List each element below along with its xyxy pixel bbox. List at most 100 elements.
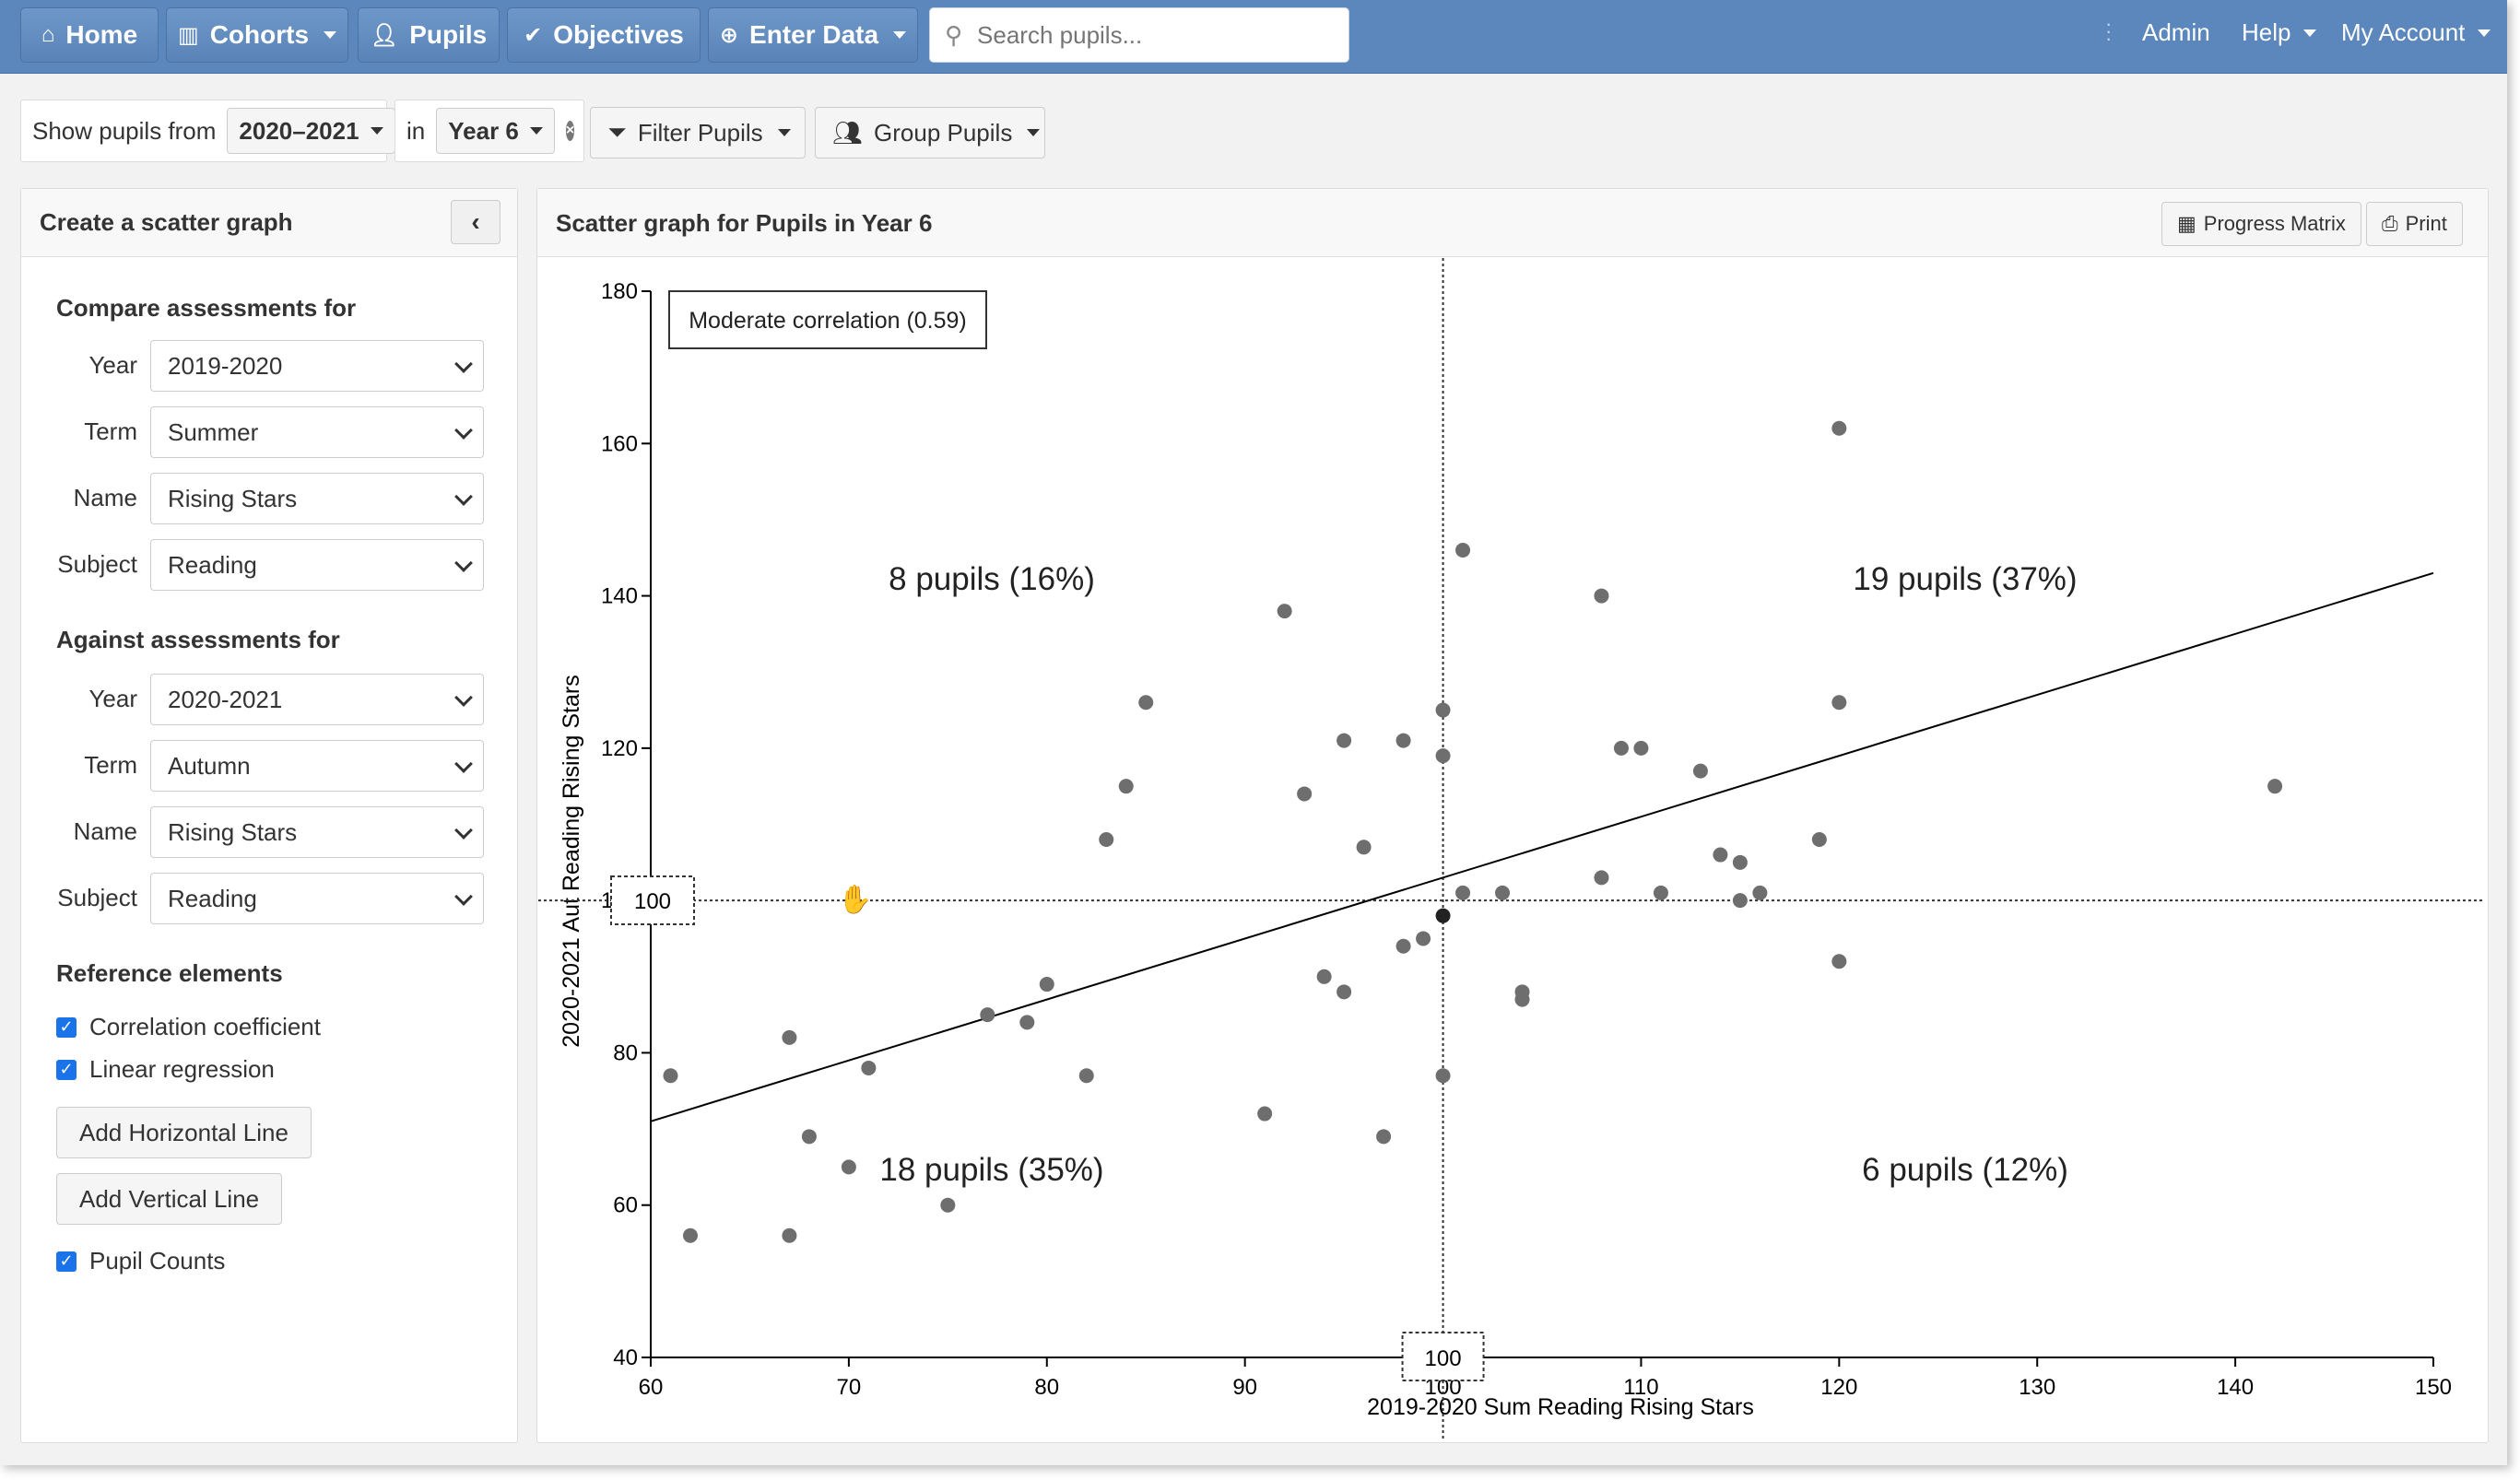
data-point[interactable] <box>1257 1106 1273 1122</box>
y-tick-label: 40 <box>613 1345 638 1370</box>
data-point[interactable] <box>1831 420 1847 436</box>
scatter-chart[interactable]: 6070809010011012013014015040608010012014… <box>536 188 2489 1443</box>
group-pupils-button[interactable]: 👥︎ Group Pupils <box>815 107 1045 159</box>
highlighted-data-point[interactable] <box>1435 908 1451 923</box>
data-point[interactable] <box>1376 1129 1392 1145</box>
print-button[interactable]: ⎙ Print <box>2366 202 2463 246</box>
against-term-value: Autumn <box>168 751 251 780</box>
data-point[interactable] <box>1594 588 1609 604</box>
data-point[interactable] <box>1594 870 1609 886</box>
pupils-button[interactable]: 👤︎ Pupils <box>358 7 500 63</box>
y-reference-label: 100 <box>634 889 671 914</box>
search-box[interactable]: ⚲ <box>929 7 1349 63</box>
data-point[interactable] <box>1277 604 1292 619</box>
data-point[interactable] <box>682 1227 698 1243</box>
correlation-checkbox[interactable]: ✓ <box>56 1016 77 1038</box>
data-point[interactable] <box>1395 938 1411 954</box>
data-point[interactable] <box>782 1227 797 1243</box>
data-point[interactable] <box>1356 840 1372 855</box>
pupil-counts-checkbox[interactable]: ✓ <box>56 1251 77 1272</box>
regression-toggle[interactable]: ✓ Linear regression <box>56 1055 275 1084</box>
data-point[interactable] <box>782 1029 797 1045</box>
data-point[interactable] <box>1713 847 1728 863</box>
data-point[interactable] <box>1118 779 1134 794</box>
compare-name-select[interactable]: Rising Stars <box>150 473 484 524</box>
data-point[interactable] <box>1416 931 1431 946</box>
x-tick-label: 110 <box>1623 1375 1658 1400</box>
data-point[interactable] <box>1633 740 1649 756</box>
enter-data-menu-button[interactable]: ⊕ Enter Data <box>708 7 918 63</box>
add-horizontal-line-button[interactable]: Add Horizontal Line <box>56 1107 312 1158</box>
cohorts-label: Cohorts <box>209 20 310 49</box>
compare-term-select[interactable]: Summer <box>150 406 484 458</box>
data-point[interactable] <box>1811 832 1827 848</box>
data-point[interactable] <box>663 1068 678 1084</box>
data-point[interactable] <box>1019 1015 1035 1030</box>
data-point[interactable] <box>1337 984 1352 1000</box>
regression-checkbox[interactable]: ✓ <box>56 1059 77 1080</box>
y-reference-label-box[interactable] <box>610 875 695 925</box>
chevron-down-icon <box>777 129 791 136</box>
clear-icon[interactable]: × <box>565 121 575 141</box>
progress-matrix-button[interactable]: ▦ Progress Matrix <box>2161 202 2361 246</box>
data-point[interactable] <box>2267 779 2283 794</box>
chevron-down-icon <box>2303 29 2317 37</box>
data-point[interactable] <box>841 1159 856 1175</box>
data-point[interactable] <box>1613 740 1629 756</box>
data-point[interactable] <box>1337 733 1352 748</box>
home-button[interactable]: ⌂ Home <box>20 7 159 63</box>
objectives-button[interactable]: ✔ Objectives <box>507 7 701 63</box>
data-point[interactable] <box>1732 854 1748 870</box>
data-point[interactable] <box>1455 542 1471 558</box>
data-point[interactable] <box>1831 695 1847 711</box>
data-point[interactable] <box>980 1007 995 1023</box>
compare-year-select[interactable]: 2019-2020 <box>150 340 484 392</box>
compare-subject-select[interactable]: Reading <box>150 539 484 591</box>
x-reference-label-box[interactable] <box>1401 1332 1485 1381</box>
data-point[interactable] <box>1138 695 1154 711</box>
data-point[interactable] <box>1316 969 1332 984</box>
data-point[interactable] <box>801 1129 817 1145</box>
my-account-menu[interactable]: My Account <box>2341 18 2491 47</box>
quadrant-count-bottom-right: 6 pupils (12%) <box>1862 1152 2068 1188</box>
data-point[interactable] <box>1099 832 1114 848</box>
data-point[interactable] <box>1297 786 1313 802</box>
data-point[interactable] <box>1831 954 1847 969</box>
collapse-panel-button[interactable]: ‹ <box>451 200 500 244</box>
data-point[interactable] <box>1732 893 1748 909</box>
chevron-left-icon: ‹ <box>471 207 480 236</box>
data-point[interactable] <box>1495 885 1511 900</box>
against-subject-select[interactable]: Reading <box>150 873 484 924</box>
correlation-toggle[interactable]: ✓ Correlation coefficient <box>56 1013 321 1041</box>
help-menu[interactable]: Help <box>2242 18 2317 47</box>
group-select[interactable]: Year 6 <box>436 108 555 154</box>
filter-pupils-button[interactable]: ⏷ Filter Pupils <box>590 107 806 159</box>
data-point[interactable] <box>1395 733 1411 748</box>
cohorts-menu-button[interactable]: ▥ Cohorts <box>166 7 348 63</box>
add-vertical-line-button[interactable]: Add Vertical Line <box>56 1173 283 1225</box>
data-point[interactable] <box>1455 885 1471 900</box>
search-input[interactable] <box>975 19 1326 51</box>
y-tick-label: 180 <box>601 279 638 304</box>
year-select[interactable]: 2020–2021 <box>227 108 395 154</box>
data-point[interactable] <box>1435 702 1451 718</box>
data-point[interactable] <box>1039 977 1054 993</box>
group-filter-card: in Year 6 × <box>394 100 584 162</box>
data-point[interactable] <box>1514 992 1530 1007</box>
against-year-select[interactable]: 2020-2021 <box>150 674 484 725</box>
data-point[interactable] <box>1078 1068 1094 1084</box>
pupil-counts-toggle[interactable]: ✓ Pupil Counts <box>56 1247 225 1275</box>
against-name-select[interactable]: Rising Stars <box>150 806 484 858</box>
data-point[interactable] <box>1752 885 1768 900</box>
admin-link[interactable]: Admin <box>2142 18 2210 47</box>
scatter-settings-panel: Create a scatter graph ‹ Compare assessm… <box>20 188 518 1443</box>
data-point[interactable] <box>1692 763 1708 779</box>
data-point[interactable] <box>940 1197 956 1213</box>
data-point[interactable] <box>1653 885 1668 900</box>
data-point[interactable] <box>1435 748 1451 764</box>
compare-term-label: Term <box>84 417 137 445</box>
kebab-icon[interactable]: · · · <box>2105 12 2113 50</box>
data-point[interactable] <box>861 1060 877 1075</box>
against-term-select[interactable]: Autumn <box>150 740 484 792</box>
data-point[interactable] <box>1435 1068 1451 1084</box>
